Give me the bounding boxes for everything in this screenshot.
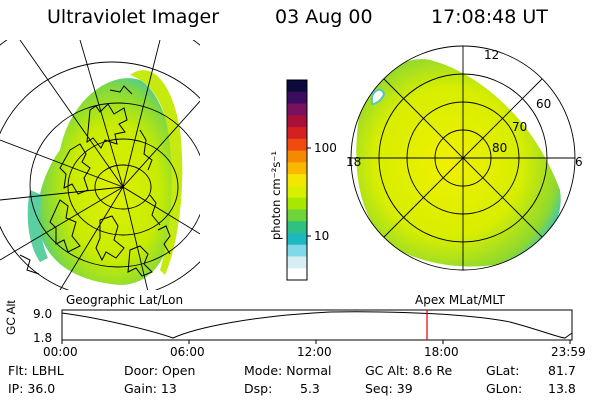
colorbar-cell (287, 103, 307, 116)
aurora-emission-left (37, 78, 176, 285)
left-panel-label: Geographic Lat/Lon (66, 293, 184, 307)
time-label: 17:08:48 UT (431, 6, 548, 28)
lat-label-60: 60 (536, 97, 552, 111)
magnetic-image (350, 45, 576, 271)
filter-info: Flt: LBHL (8, 363, 64, 378)
seq-info: Seq: 39 (365, 381, 413, 396)
mlt-label-12: 12 (484, 48, 500, 62)
timeline-y-tick-high: 9.0 (33, 307, 53, 321)
glat-label: GLat: (486, 363, 520, 378)
colorbar-cell (287, 138, 307, 152)
geo-grid (0, 40, 200, 290)
ip-info: IP: 36.0 (8, 381, 56, 396)
colorbar-cell (287, 197, 307, 211)
colorbar-cell (287, 268, 307, 281)
glat-value: 81.7 (548, 363, 576, 378)
altitude-curve (61, 311, 573, 339)
polar-grid (350, 45, 576, 271)
instrument-title: Ultraviolet Imager (47, 6, 220, 28)
gain-info: Gain: 13 (124, 381, 177, 396)
colorbar-cell (287, 162, 307, 175)
colorbar-cell (287, 127, 307, 140)
timeline-y-title: GC Alt (4, 300, 18, 335)
colorbar-tick-label-10: 10 (314, 229, 330, 243)
colorbar-cell (287, 209, 307, 222)
geographic-image (0, 40, 200, 290)
glon-label: GLon: (486, 381, 523, 396)
colorbar (286, 79, 311, 281)
timeline-y-tick-low: 1.8 (33, 331, 53, 345)
gc-alt-info: GC Alt: 8.6 Re (365, 363, 453, 378)
date-label: 03 Aug 00 (275, 6, 373, 28)
colorbar-cell (287, 232, 307, 246)
mode-info: Mode: Normal (244, 363, 332, 378)
mlt-label-18: 18 (346, 155, 362, 169)
colorbar-unit-label: photon cm⁻²s⁻¹ (269, 151, 283, 240)
mlt-label-6: 6 (575, 155, 583, 169)
colorbar-cell (287, 185, 307, 199)
coastlines (19, 85, 171, 277)
right-panel-label: Apex MLat/MLT (415, 293, 505, 307)
timeline-x-tick-1: 06:00 (170, 345, 205, 359)
colorbar-cell (287, 174, 307, 187)
colorbar-cells (287, 80, 307, 281)
dsp-label: Dsp: (244, 381, 273, 396)
timeline-x-tick-0: 00:00 (43, 345, 78, 359)
colorbar-cell (287, 256, 307, 269)
altitude-timeline: GC Alt (4, 300, 573, 344)
timeline-x-tick-4: 23:59 (551, 345, 586, 359)
glon-value: 13.8 (548, 381, 576, 396)
colorbar-cell (287, 91, 307, 105)
colorbar-cell (287, 80, 307, 93)
door-info: Door: Open (124, 363, 196, 378)
colorbar-cell (287, 115, 307, 128)
aurora-arc-left (130, 70, 183, 275)
dsp-value: 5.3 (300, 381, 320, 396)
timeline-frame (61, 309, 573, 341)
colorbar-cell (287, 150, 307, 163)
colorbar-cell (287, 221, 307, 234)
lat-label-80: 80 (492, 141, 508, 155)
colorbar-tick-label-100: 100 (314, 141, 337, 155)
colorbar-frame (286, 79, 308, 281)
colorbar-cell (287, 244, 307, 258)
timeline-x-tick-3: 18:00 (424, 345, 459, 359)
lat-label-70: 70 (512, 120, 528, 134)
timeline-x-tick-2: 12:00 (297, 345, 332, 359)
